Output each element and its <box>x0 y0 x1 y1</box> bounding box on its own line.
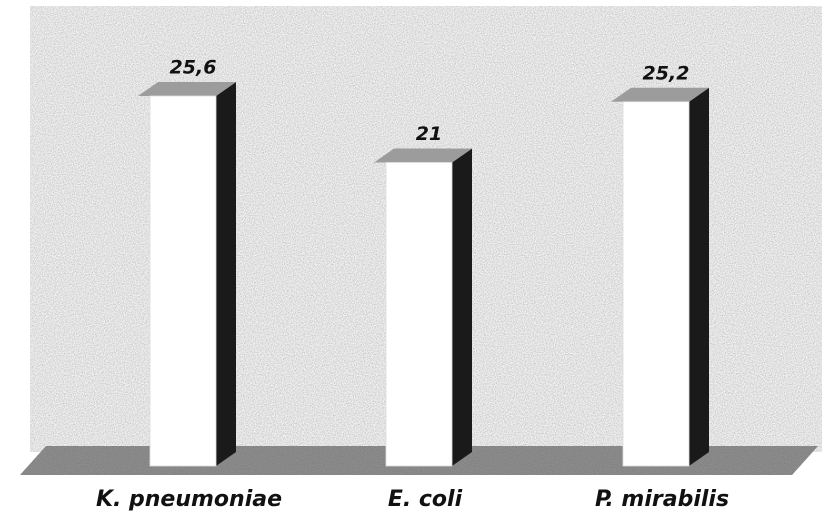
value-label: 25,2 <box>643 62 690 84</box>
value-label: 25,6 <box>170 57 217 79</box>
x-tick-label: E. coli <box>388 487 463 512</box>
bar-top <box>611 87 709 102</box>
bar-front <box>385 162 453 467</box>
x-tick-label: P. mirabilis <box>595 487 729 512</box>
bar <box>374 148 472 467</box>
bar-front <box>622 101 690 467</box>
bars <box>138 82 709 467</box>
bar-side <box>216 82 236 466</box>
bar-side <box>452 148 472 466</box>
bar <box>138 82 236 467</box>
bar-top <box>138 82 236 96</box>
bar-top <box>374 148 472 163</box>
bar <box>611 87 709 467</box>
x-tick-label: K. pneumoniae <box>96 487 282 512</box>
bar-front <box>149 95 217 467</box>
bar-side <box>689 87 709 466</box>
value-label: 21 <box>416 123 442 145</box>
